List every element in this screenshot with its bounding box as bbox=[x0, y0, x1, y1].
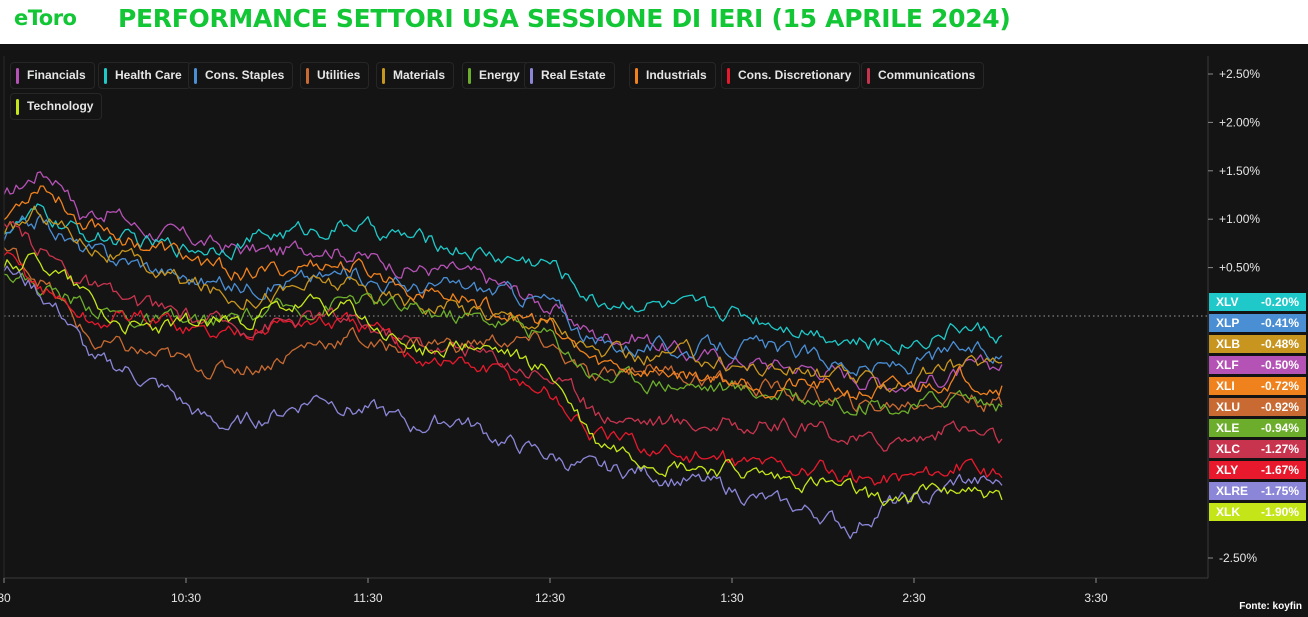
tag-value: -1.67% bbox=[1260, 463, 1299, 477]
y-tick-label: +2.50% bbox=[1219, 67, 1260, 81]
legend-label: Real Estate bbox=[541, 68, 606, 82]
x-tick-label: 10:30 bbox=[171, 591, 201, 605]
legend-item-cons-staples[interactable]: Cons. Staples bbox=[188, 62, 294, 89]
tag-value: -0.48% bbox=[1260, 337, 1299, 351]
tag-ticker: XLI bbox=[1216, 379, 1235, 393]
end-value-tag-xlf: XLF -0.50% bbox=[1209, 356, 1306, 374]
legend-color-swatch bbox=[382, 68, 385, 84]
x-tick-label: 2:30 bbox=[902, 591, 926, 605]
legend-color-swatch bbox=[104, 68, 107, 84]
legend-item-technology[interactable]: Technology bbox=[10, 93, 103, 120]
tag-ticker: XLRE bbox=[1216, 484, 1249, 498]
legend-color-swatch bbox=[867, 68, 870, 84]
legend-color-swatch bbox=[727, 68, 730, 84]
legend-color-swatch bbox=[530, 68, 533, 84]
source-credit: Fonte: koyfin bbox=[1239, 601, 1302, 612]
y-tick-label: -2.50% bbox=[1219, 551, 1257, 565]
x-tick-label: 1:30 bbox=[720, 591, 744, 605]
y-tick-label: +2.00% bbox=[1219, 115, 1260, 129]
end-value-tag-xly: XLY -1.67% bbox=[1209, 461, 1306, 479]
tag-ticker: XLF bbox=[1216, 358, 1239, 372]
legend-item-health-care[interactable]: Health Care bbox=[98, 62, 191, 89]
x-tick-label: 12:30 bbox=[535, 591, 565, 605]
legend-label: Technology bbox=[27, 99, 94, 113]
etoro-logo: eToro bbox=[14, 6, 77, 30]
end-value-tag-xlre: XLRE -1.75% bbox=[1209, 482, 1306, 500]
legend-label: Cons. Discretionary bbox=[738, 68, 852, 82]
series-line-xlk bbox=[3, 252, 1003, 507]
axes: +2.50% +2.00% +1.50% +1.00% +0.50% -2.50% 30 10… bbox=[0, 56, 1260, 605]
tag-ticker: XLY bbox=[1216, 463, 1239, 477]
tag-value: -0.92% bbox=[1260, 400, 1299, 414]
series-line-xlc bbox=[3, 220, 1003, 452]
tag-ticker: XLP bbox=[1216, 316, 1240, 330]
legend-label: Communications bbox=[878, 68, 976, 82]
end-value-tag-xlc: XLC -1.27% bbox=[1209, 440, 1306, 458]
end-value-tag-xle: XLE -0.94% bbox=[1209, 419, 1306, 437]
x-tick-label: 11:30 bbox=[353, 591, 382, 605]
legend-color-swatch bbox=[635, 68, 638, 84]
series-line-xlb bbox=[3, 205, 1003, 393]
legend-item-materials[interactable]: Materials bbox=[376, 62, 455, 89]
legend-item-industrials[interactable]: Industrials bbox=[629, 62, 716, 89]
legend-color-swatch bbox=[468, 68, 471, 84]
tag-ticker: XLU bbox=[1216, 400, 1240, 414]
legend-item-real-estate[interactable]: Real Estate bbox=[524, 62, 615, 89]
tag-ticker: XLB bbox=[1216, 337, 1240, 351]
x-tick-label: 30 bbox=[0, 591, 11, 605]
tag-ticker: XLE bbox=[1216, 421, 1240, 435]
tag-ticker: XLC bbox=[1216, 442, 1240, 456]
legend-label: Utilities bbox=[317, 68, 361, 82]
legend-label: Materials bbox=[393, 68, 446, 82]
legend-color-swatch bbox=[194, 68, 197, 84]
legend-label: Health Care bbox=[115, 68, 182, 82]
legend-item-utilities[interactable]: Utilities bbox=[300, 62, 370, 89]
legend-label: Cons. Staples bbox=[205, 68, 285, 82]
header: eToro PERFORMANCE SETTORI USA SESSIONE D… bbox=[0, 0, 1308, 44]
y-tick-label: +0.50% bbox=[1219, 261, 1260, 275]
y-tick-label: +1.50% bbox=[1219, 164, 1260, 178]
series-line-xly bbox=[3, 251, 1003, 486]
legend-label: Energy bbox=[479, 68, 520, 82]
tag-value: -0.72% bbox=[1260, 379, 1299, 393]
x-tick-label: 3:30 bbox=[1084, 591, 1108, 605]
tag-value: -1.75% bbox=[1260, 484, 1299, 498]
end-value-tag-xlu: XLU -0.92% bbox=[1209, 398, 1306, 416]
legend-item-financials[interactable]: Financials bbox=[10, 62, 95, 89]
tag-value: -0.41% bbox=[1260, 316, 1299, 330]
legend-label: Industrials bbox=[646, 68, 707, 82]
tag-ticker: XLV bbox=[1216, 295, 1239, 309]
end-value-tag-xlb: XLB -0.48% bbox=[1209, 335, 1306, 353]
series-line-xle bbox=[3, 272, 1003, 416]
chart-area bbox=[0, 44, 1308, 617]
legend-color-swatch bbox=[16, 99, 19, 115]
end-value-tag-xlk: XLK -1.90% bbox=[1209, 503, 1306, 521]
legend-color-swatch bbox=[306, 68, 309, 84]
tag-value: -0.20% bbox=[1260, 295, 1299, 309]
chart-title: PERFORMANCE SETTORI USA SESSIONE DI IERI… bbox=[118, 4, 1011, 33]
series-line-xlre bbox=[3, 265, 1003, 540]
legend-item-communications[interactable]: Communications bbox=[861, 62, 985, 89]
tag-ticker: XLK bbox=[1216, 505, 1240, 519]
series-line-xlp bbox=[3, 214, 1003, 377]
end-value-tag-xlp: XLP -0.41% bbox=[1209, 314, 1306, 332]
series-layer bbox=[3, 171, 1003, 540]
tag-value: -0.94% bbox=[1260, 421, 1299, 435]
legend-label: Financials bbox=[27, 68, 86, 82]
tag-value: -1.90% bbox=[1260, 505, 1299, 519]
y-tick-label: +1.00% bbox=[1219, 212, 1260, 226]
legend-item-cons-discretionary[interactable]: Cons. Discretionary bbox=[721, 62, 861, 89]
end-value-tag-xlv: XLV -0.20% bbox=[1209, 293, 1306, 311]
series-line-xlf bbox=[3, 171, 1003, 393]
tag-value: -1.27% bbox=[1260, 442, 1299, 456]
series-line-xli bbox=[3, 185, 1003, 401]
tag-value: -0.50% bbox=[1260, 358, 1299, 372]
end-value-tag-xli: XLI -0.72% bbox=[1209, 377, 1306, 395]
legend-item-energy[interactable]: Energy bbox=[462, 62, 529, 89]
series-line-xlv bbox=[3, 203, 1003, 356]
legend-color-swatch bbox=[16, 68, 19, 84]
